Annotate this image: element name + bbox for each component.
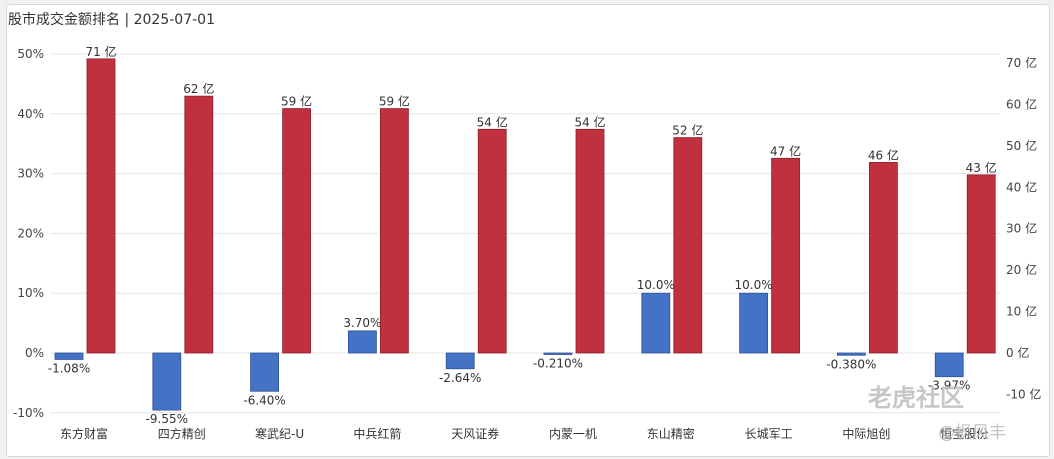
turnover-data-label: 59 亿 xyxy=(281,94,312,109)
change-bar xyxy=(250,352,280,392)
left-axis-tick-label: 30% xyxy=(17,167,44,181)
change-data-label: -3.97% xyxy=(928,379,970,393)
right-axis-tick-label: 0 亿 xyxy=(1006,345,1029,360)
turnover-data-label: 71 亿 xyxy=(85,44,116,59)
right-axis-tick-label: -10 亿 xyxy=(1006,386,1041,401)
change-bar xyxy=(641,292,671,354)
turnover-data-label: 52 亿 xyxy=(672,123,703,138)
turnover-bar xyxy=(184,95,214,354)
change-bar xyxy=(347,330,377,354)
change-data-label: 3.70% xyxy=(343,316,381,330)
change-data-label: 10.0% xyxy=(637,278,675,292)
turnover-bar xyxy=(673,137,703,354)
category-label: 天风证券 xyxy=(451,426,499,441)
turnover-data-label: 54 亿 xyxy=(477,114,508,129)
change-data-label: 10.0% xyxy=(735,278,773,292)
right-axis-tick-label: 60 亿 xyxy=(1006,96,1037,111)
watermark-author: @枫风丰 xyxy=(938,423,1006,443)
category-label: 中兵红箭 xyxy=(353,426,401,441)
turnover-data-label: 46 亿 xyxy=(868,147,899,162)
right-axis-tick-label: 30 亿 xyxy=(1006,221,1037,236)
category-label: 寒武纪-U xyxy=(255,426,304,441)
change-data-label: -0.210% xyxy=(533,357,583,371)
change-data-label: -6.40% xyxy=(243,393,285,407)
turnover-data-label: 59 亿 xyxy=(379,94,410,109)
turnover-data-label: 54 亿 xyxy=(574,114,605,129)
left-axis-tick-label: 0% xyxy=(25,346,44,360)
change-bar xyxy=(543,352,573,355)
right-axis-tick-label: 50 亿 xyxy=(1006,138,1037,153)
turnover-bar xyxy=(966,174,996,354)
left-axis-tick-label: -10% xyxy=(13,406,44,420)
category-label: 中际旭创 xyxy=(842,426,890,441)
category-label: 恒宝股份 xyxy=(940,427,988,441)
category-label: 长城军工 xyxy=(745,427,793,441)
change-bar xyxy=(837,352,866,356)
change-data-label: -1.08% xyxy=(48,361,90,375)
turnover-bar xyxy=(379,108,409,354)
change-bar xyxy=(445,352,475,370)
left-axis-tick-label: 50% xyxy=(17,47,44,61)
turnover-bar xyxy=(86,58,116,354)
right-axis-tick-label: 70 亿 xyxy=(1006,55,1037,70)
change-bar xyxy=(54,352,84,360)
right-axis-tick-label: 40 亿 xyxy=(1006,179,1037,194)
change-data-label: -0.380% xyxy=(826,357,876,371)
turnover-bar xyxy=(869,162,898,354)
category-label: 四方精创 xyxy=(158,426,206,441)
watermark-brand: 老虎社区 xyxy=(868,384,964,412)
right-axis-tick-label: 10 亿 xyxy=(1006,304,1037,319)
turnover-bar xyxy=(282,108,312,354)
turnover-bar xyxy=(771,157,800,354)
left-axis-tick-label: 40% xyxy=(17,107,44,121)
change-bar xyxy=(152,352,182,411)
category-label: 东方财富 xyxy=(60,426,108,441)
right-axis-tick-label: 20 亿 xyxy=(1006,262,1037,277)
left-axis-tick-label: 10% xyxy=(17,286,44,300)
category-label: 内蒙一机 xyxy=(549,427,597,441)
turnover-data-label: 47 亿 xyxy=(770,143,801,158)
turnover-data-label: 43 亿 xyxy=(966,160,997,175)
category-label: 东山精密 xyxy=(647,426,695,441)
change-bar xyxy=(934,352,964,378)
turnover-data-label: 62 亿 xyxy=(183,81,214,96)
change-bar xyxy=(739,292,768,354)
change-data-label: -9.55% xyxy=(146,412,188,426)
turnover-bar xyxy=(477,128,507,354)
left-axis-tick-label: 20% xyxy=(17,226,44,240)
chart-title: 股市成交金额排名 | 2025-07-01 xyxy=(8,12,215,28)
change-data-label: -2.64% xyxy=(439,371,481,385)
turnover-bar xyxy=(575,128,605,354)
